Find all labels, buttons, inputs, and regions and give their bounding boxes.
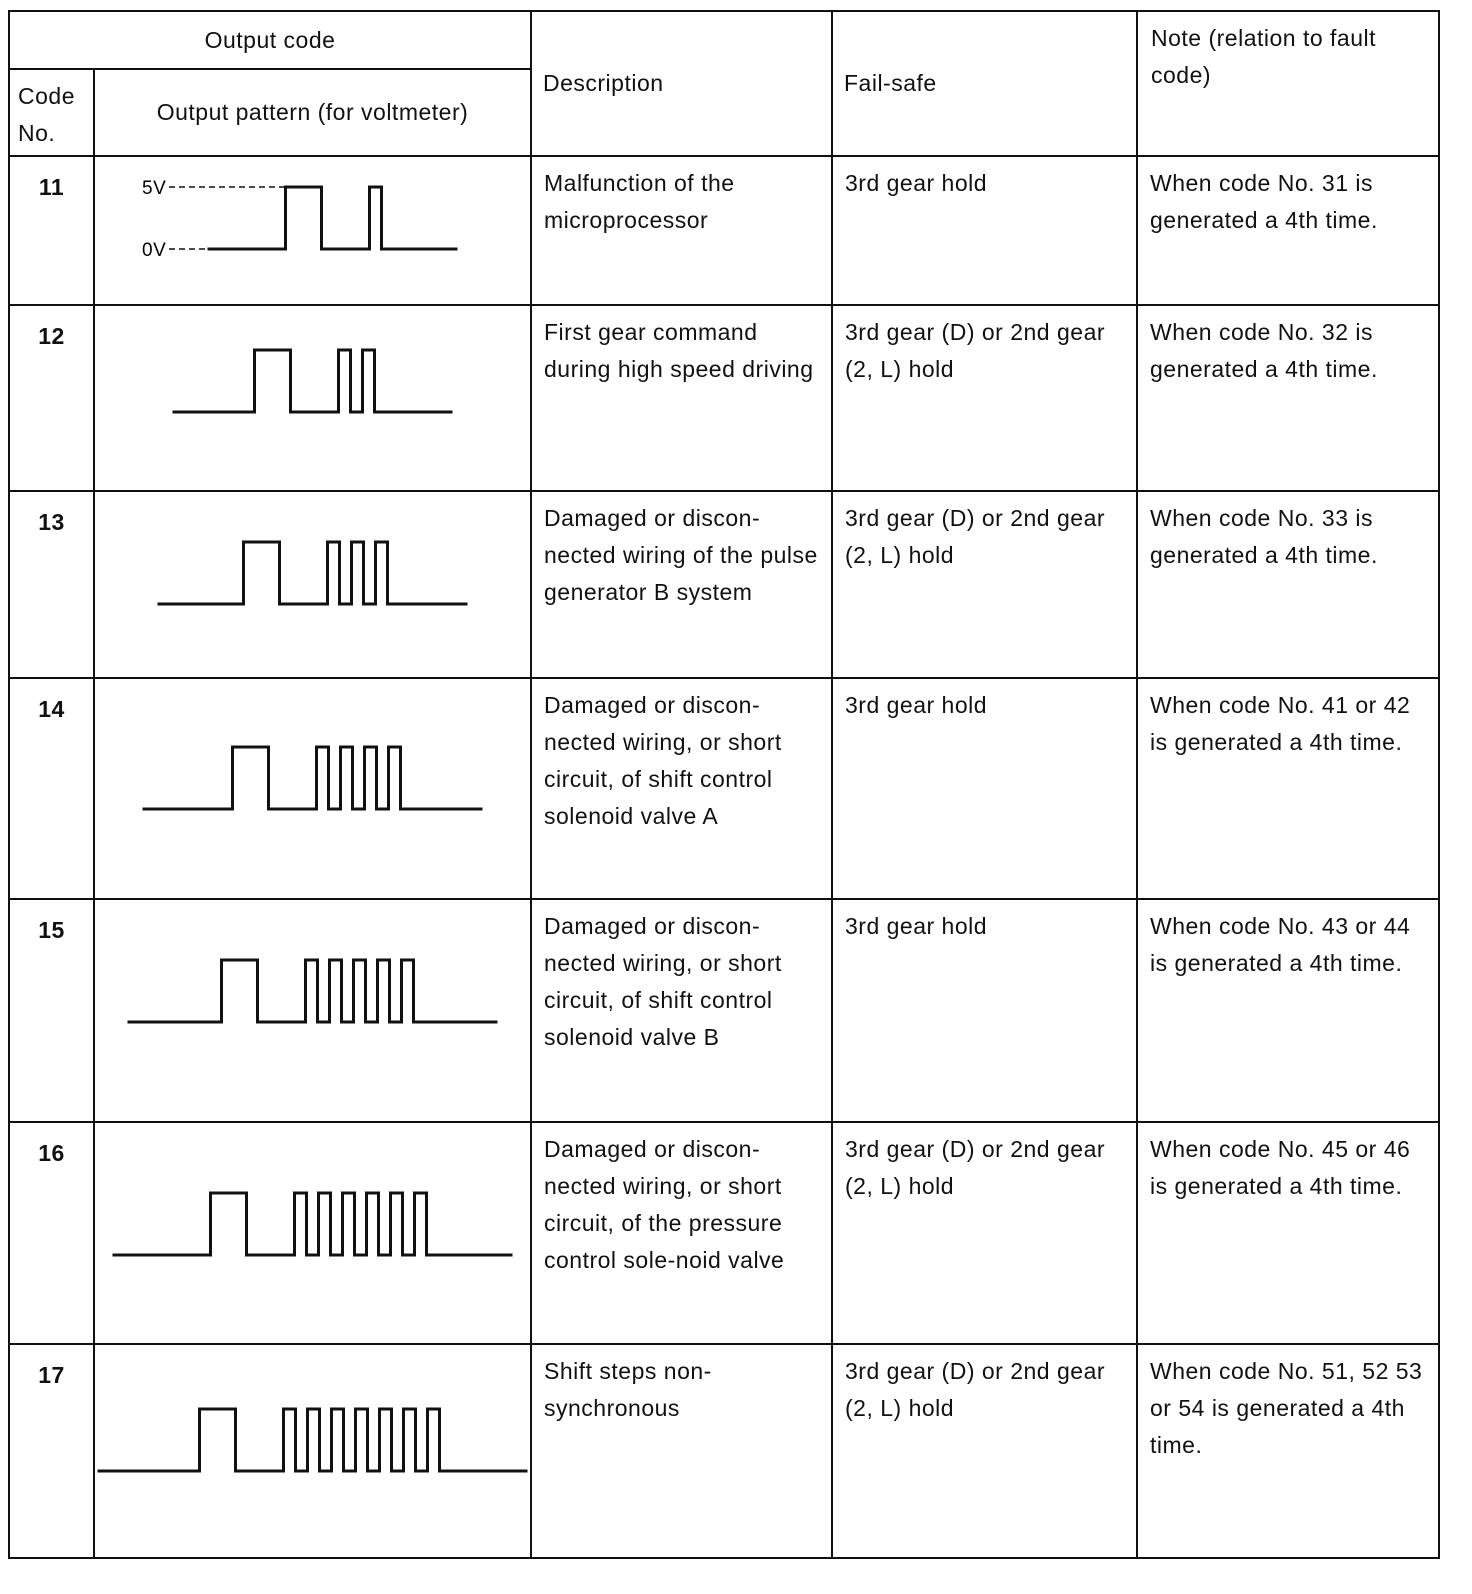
note: When code No. 33 is generated a 4th time… [1136, 490, 1440, 679]
description: First gear command during high speed dri… [530, 304, 833, 492]
table-row: 16 Damaged or discon-nected wiring, or sh… [8, 1121, 1440, 1345]
code-number: 14 [8, 677, 95, 900]
fail-safe: 3rd gear hold [831, 155, 1138, 306]
zero-volt-label: 0V [142, 240, 166, 261]
table-row: 15 Damaged or discon-nected wiring, or sh… [8, 898, 1440, 1123]
note: When code No. 32 is generated a 4th time… [1136, 304, 1440, 492]
fail-safe: 3rd gear (D) or 2nd gear (2, L) hold [831, 1343, 1138, 1559]
fail-safe: 3rd gear (D) or 2nd gear (2, L) hold [831, 490, 1138, 679]
code-number: 11 [8, 155, 95, 306]
header-output-code: Output code [8, 10, 532, 70]
table-row: 11 5V 0V Malfunction of the microprocessor 3… [8, 155, 1440, 306]
pulse-trace [112, 1191, 513, 1257]
description: Damaged or discon-nected wiring, or shor… [530, 1121, 833, 1345]
note: When code No. 43 or 44 is generated a 4t… [1136, 898, 1440, 1123]
code-number: 16 [8, 1121, 95, 1345]
table-row: 14 Damaged or discon-nected wiring, or sh… [8, 677, 1440, 900]
output-waveform: 5V 0V [142, 178, 458, 261]
note: When code No. 45 or 46 is generated a 4t… [1136, 1121, 1440, 1345]
output-pattern-cell [93, 677, 532, 900]
header-description: Description [530, 10, 833, 157]
code-number: 15 [8, 898, 95, 1123]
code-number: 17 [8, 1343, 95, 1559]
output-waveform [157, 540, 468, 606]
header-code-no: Code No. [8, 68, 95, 157]
output-waveform [172, 348, 453, 414]
fail-safe: 3rd gear hold [831, 898, 1138, 1123]
output-pattern-cell [93, 304, 532, 492]
note: When code No. 31 is generated a 4th time… [1136, 155, 1440, 306]
pulse-trace [97, 1407, 528, 1473]
output-waveform [112, 1191, 513, 1257]
table-row: 13 Damaged or discon-nected wiring of the… [8, 490, 1440, 679]
header-note: Note (relation to fault code) [1136, 10, 1440, 157]
output-waveform [142, 745, 483, 811]
table-row: 12 First gear command during high speed d… [8, 304, 1440, 492]
description: Damaged or discon-nected wiring of the p… [530, 490, 833, 679]
code-number: 12 [8, 304, 95, 492]
table-row: 17 Shift steps non-synchronous 3rd gear (D… [8, 1343, 1440, 1559]
header-output-pattern: Output pattern (for voltmeter) [93, 68, 532, 157]
output-waveform [97, 1407, 528, 1473]
description: Malfunction of the microprocessor [530, 155, 833, 306]
pulse-trace [207, 185, 458, 251]
output-pattern-cell [93, 1121, 532, 1345]
pulse-trace [142, 745, 483, 811]
output-code-table: Output code Description Fail-safe Note (… [8, 10, 1440, 1559]
five-volt-label: 5V [142, 178, 166, 199]
output-pattern-cell [93, 490, 532, 679]
fail-safe: 3rd gear hold [831, 677, 1138, 900]
fail-safe: 3rd gear (D) or 2nd gear (2, L) hold [831, 1121, 1138, 1345]
output-pattern-cell [93, 898, 532, 1123]
output-pattern-cell: 5V 0V [93, 155, 532, 306]
note: When code No. 41 or 42 is generated a 4t… [1136, 677, 1440, 900]
note: When code No. 51, 52 53 or 54 is generat… [1136, 1343, 1440, 1559]
pulse-trace [172, 348, 453, 414]
description: Shift steps non-synchronous [530, 1343, 833, 1559]
header-fail-safe: Fail-safe [831, 10, 1138, 157]
output-waveform [127, 958, 498, 1024]
code-number: 13 [8, 490, 95, 679]
pulse-trace [157, 540, 468, 606]
output-pattern-cell [93, 1343, 532, 1559]
description: Damaged or discon-nected wiring, or shor… [530, 898, 833, 1123]
description: Damaged or discon-nected wiring, or shor… [530, 677, 833, 900]
pulse-trace [127, 958, 498, 1024]
fail-safe: 3rd gear (D) or 2nd gear (2, L) hold [831, 304, 1138, 492]
